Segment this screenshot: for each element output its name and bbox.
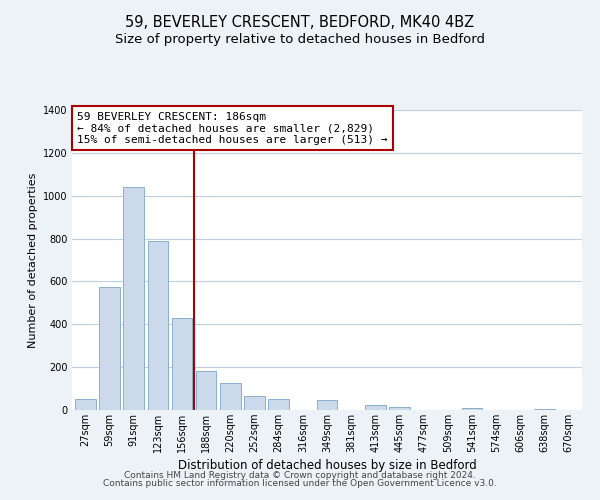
Bar [462,408,482,410]
Y-axis label: Number of detached properties: Number of detached properties [28,172,38,348]
Bar [534,409,555,410]
Bar [389,407,410,410]
Bar [75,400,95,410]
Bar [196,372,217,410]
Bar [365,404,386,410]
Text: Size of property relative to detached houses in Bedford: Size of property relative to detached ho… [115,32,485,46]
Bar [172,318,192,410]
X-axis label: Distribution of detached houses by size in Bedford: Distribution of detached houses by size … [178,459,476,472]
Bar [317,400,337,410]
Bar [148,240,168,410]
Text: 59, BEVERLEY CRESCENT, BEDFORD, MK40 4BZ: 59, BEVERLEY CRESCENT, BEDFORD, MK40 4BZ [125,15,475,30]
Bar [220,383,241,410]
Text: 59 BEVERLEY CRESCENT: 186sqm
← 84% of detached houses are smaller (2,829)
15% of: 59 BEVERLEY CRESCENT: 186sqm ← 84% of de… [77,112,388,144]
Bar [268,400,289,410]
Bar [99,287,120,410]
Text: Contains HM Land Registry data © Crown copyright and database right 2024.: Contains HM Land Registry data © Crown c… [124,471,476,480]
Bar [124,187,144,410]
Text: Contains public sector information licensed under the Open Government Licence v3: Contains public sector information licen… [103,478,497,488]
Bar [244,396,265,410]
